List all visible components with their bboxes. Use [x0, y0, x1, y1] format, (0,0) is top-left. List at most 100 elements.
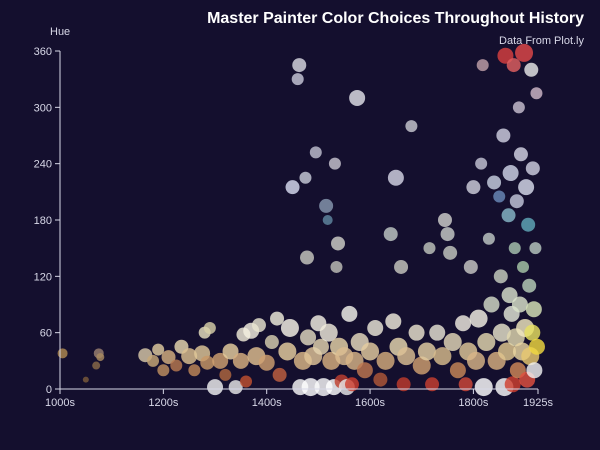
data-point: [319, 323, 338, 342]
data-point: [188, 364, 201, 377]
data-point: [157, 364, 170, 377]
data-point: [443, 245, 458, 260]
data-point: [522, 278, 537, 293]
x-axis-ticks: 1000s 1200s 1400s 1600s 1800s 1925s: [45, 389, 553, 409]
x-tick-label: 1200s: [148, 397, 178, 409]
data-point: [301, 378, 320, 397]
data-point: [524, 324, 541, 341]
data-point: [487, 175, 502, 190]
data-point: [376, 351, 395, 370]
y-tick-label: 60: [40, 328, 52, 340]
data-point: [521, 217, 536, 232]
data-point: [96, 353, 105, 362]
data-point: [508, 242, 521, 255]
data-point: [322, 215, 333, 225]
data-point: [319, 198, 334, 213]
data-point: [278, 342, 297, 361]
data-point: [506, 58, 521, 73]
data-point: [161, 350, 176, 365]
data-point: [512, 101, 525, 114]
data-point: [492, 323, 511, 342]
data-point: [501, 208, 516, 223]
data-point: [526, 362, 543, 379]
data-point: [152, 343, 165, 356]
data-point: [529, 242, 542, 255]
data-point: [270, 311, 285, 326]
data-point: [341, 305, 358, 322]
chart-title: Master Painter Color Choices Throughout …: [207, 10, 584, 27]
y-tick-label: 120: [34, 271, 52, 283]
data-point: [251, 318, 266, 333]
data-point: [513, 147, 528, 162]
data-point: [504, 376, 521, 393]
data-point: [212, 352, 229, 369]
data-point: [455, 315, 472, 332]
data-point: [383, 227, 398, 242]
data-point: [412, 356, 431, 375]
data-point: [405, 120, 418, 133]
data-point: [483, 296, 500, 313]
data-point: [525, 161, 540, 176]
y-axis-label: Hue: [50, 26, 71, 38]
data-point: [240, 375, 253, 388]
x-tick-label: 1400s: [252, 397, 282, 409]
data-point: [443, 333, 462, 352]
data-point: [292, 58, 307, 73]
data-point: [232, 352, 249, 369]
data-point: [437, 213, 452, 227]
data-point: [285, 180, 300, 195]
data-point: [170, 359, 183, 372]
data-point: [425, 377, 440, 392]
points-layer: [57, 43, 545, 397]
data-point: [219, 368, 232, 381]
data-point: [396, 377, 411, 392]
data-point: [497, 342, 516, 361]
data-point: [228, 380, 243, 395]
data-point: [501, 287, 518, 304]
data-point: [493, 190, 506, 203]
data-point: [466, 180, 481, 195]
data-point: [417, 342, 436, 361]
data-point: [528, 338, 545, 355]
data-point: [222, 343, 239, 360]
y-tick-label: 180: [34, 215, 52, 227]
data-point: [181, 348, 198, 365]
y-axis-ticks: 0 60 120 180 240 300 360: [34, 46, 60, 396]
data-point: [496, 128, 511, 143]
data-point: [207, 379, 224, 396]
data-point: [299, 171, 312, 184]
data-point: [509, 194, 524, 209]
data-point: [515, 43, 534, 62]
data-point: [530, 87, 543, 100]
data-point: [291, 73, 304, 86]
data-point: [309, 146, 322, 159]
data-point: [203, 321, 216, 334]
data-point: [502, 165, 519, 182]
data-point: [344, 377, 359, 392]
y-tick-label: 360: [34, 46, 52, 58]
data-point: [458, 377, 473, 392]
data-point: [272, 367, 287, 382]
data-point: [312, 338, 329, 355]
data-point: [449, 362, 466, 379]
data-point: [493, 269, 508, 284]
data-point: [200, 355, 215, 370]
data-point: [82, 376, 89, 383]
data-point: [147, 354, 160, 367]
y-tick-label: 300: [34, 102, 52, 114]
data-point: [394, 259, 409, 274]
data-point: [476, 59, 489, 72]
data-point: [518, 179, 535, 196]
x-tick-label: 1800s: [458, 397, 488, 409]
data-point: [300, 329, 317, 346]
data-point: [440, 227, 455, 242]
y-tick-label: 0: [46, 384, 52, 396]
data-point: [524, 62, 539, 77]
y-tick-label: 240: [34, 159, 52, 171]
data-point: [466, 351, 485, 370]
data-point: [356, 362, 373, 379]
data-point: [361, 342, 380, 361]
data-point: [373, 372, 388, 387]
x-tick-label: 1000s: [45, 397, 75, 409]
